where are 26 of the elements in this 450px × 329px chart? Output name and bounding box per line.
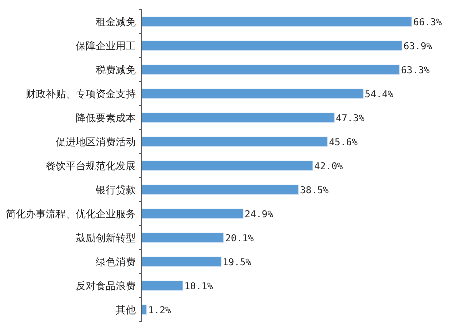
data-label: 42.0% [314,162,344,172]
data-label: 63.9% [404,42,433,52]
data-label: 24.9% [244,210,274,220]
data-label: 10.1% [184,282,214,292]
y-tick-label: 其他 [116,304,136,316]
y-tick-label: 反对食品浪费 [76,280,136,292]
y-tick-label: 简化办事流程、优化企业服务 [6,208,136,220]
y-tick-label: 银行贷款 [95,184,136,196]
y-tick-label: 税费减免 [96,64,136,76]
y-tick-label: 促进地区消费活动 [56,136,136,148]
y-tick-label: 租金减免 [96,16,136,28]
data-label: 1.2% [148,306,172,316]
data-label: 54.4% [365,90,394,100]
y-tick-label: 餐饮平台规范化发展 [46,160,136,172]
data-label: 38.5% [300,186,330,196]
y-tick-label: 绿色消费 [96,256,136,268]
data-label: 63.3% [401,66,430,76]
data-label: 45.6% [329,138,358,148]
data-label: 66.3% [414,18,442,28]
data-label: 19.5% [222,258,252,268]
y-tick-label: 保障企业用工 [76,40,136,52]
y-tick-label: 鼓励创新转型 [76,232,136,244]
y-tick-label: 财政补贴、专项资金支持 [26,88,136,100]
data-label: 47.3% [336,114,365,124]
y-tick-label: 降低要素成本 [76,112,136,124]
data-label: 20.1% [225,234,254,244]
